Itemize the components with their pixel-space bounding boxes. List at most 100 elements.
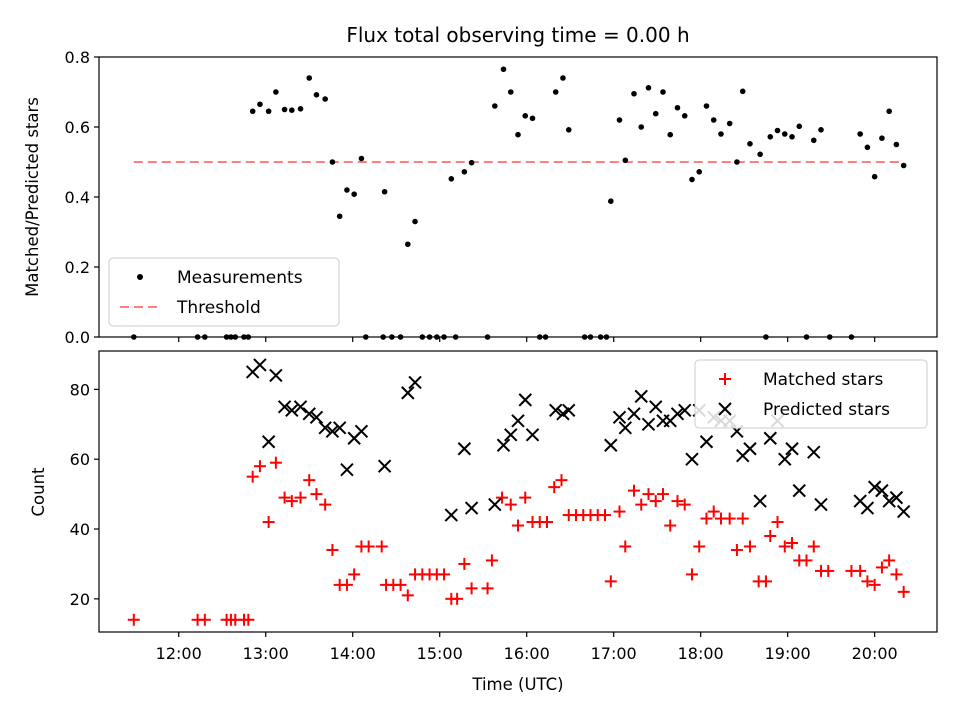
y-tick-label: 0.0 [65,328,90,347]
matched-star-point [861,575,874,588]
measurement-point [515,131,521,138]
matched-star-point [198,613,211,626]
measurement-point [871,173,878,180]
measurement-point [674,104,681,111]
matched-star-point [685,568,698,581]
y-tick-label: 20 [70,590,90,609]
measurement-point [329,159,336,165]
x-axis-label: Time (UTC) [471,675,563,694]
top-series-marks [130,66,907,340]
matched-star-point [598,509,611,522]
measurement-point [818,127,824,133]
x-stroke-b [548,403,563,418]
matched-star-point [868,578,881,591]
measurement-point [492,103,498,109]
matched-star-point [642,488,655,501]
predicted-star-point [496,438,511,452]
matched-star-point [743,540,756,553]
predicted-star-point [807,445,821,459]
bottom-legend-box [694,359,928,429]
matched-star-point [438,568,451,581]
matched-star-point [786,536,799,549]
x-stroke-b [699,435,714,449]
matched-star-point [242,613,255,626]
matched-star-point [613,505,626,518]
predicted-star-point [562,403,576,418]
legend-measurements-marker [137,274,143,280]
y-tick-label: 40 [70,520,90,539]
predicted-star-point [785,442,799,456]
measurement-point [734,159,740,165]
x-stroke-b [678,403,692,418]
matched-star-point [540,516,553,529]
measurement-point [257,101,263,108]
measurement-point [560,75,566,81]
predicted-star-point [302,407,316,421]
predicted-star-point [634,389,648,404]
measurement-point [857,131,863,137]
x-stroke-b [293,400,308,414]
x-tick-label: 15:00 [417,644,463,663]
measurement-point [789,134,795,140]
x-tick-label: 17:00 [591,644,637,663]
measurement-point [864,144,871,151]
predicted-star-point [332,421,347,435]
measurement-point [774,127,781,134]
matched-star-point [627,484,640,497]
measurement-point [351,191,357,197]
matched-star-point [348,568,361,581]
measurement-point [412,218,418,225]
measurement-point [739,88,746,95]
x-stroke-b [860,501,875,515]
matched-star-point [285,495,298,508]
matched-star-point [778,540,791,553]
y-tick-label: 0.2 [65,258,90,277]
measurement-point [710,117,717,123]
bottom-legend: Matched stars Predicted stars [694,359,928,429]
y-tick-label: 0.4 [65,188,90,207]
matched-star-point [519,491,532,504]
matched-star-point [730,543,743,556]
measurement-point [322,96,328,102]
measurement-point [638,124,645,130]
predicted-star-point [618,421,632,435]
measurement-point [696,169,703,175]
predicted-star-point [814,497,828,512]
x-tick-label: 14:00 [330,644,376,663]
predicted-star-point [261,435,276,449]
predicted-star-point [277,400,292,414]
matched-star-point [512,519,524,532]
x-stroke-b [867,480,882,494]
x-stroke-b [618,421,632,435]
measurement-point [689,176,695,183]
x-tick-label: 19:00 [765,644,811,663]
matched-star-point [269,456,282,469]
matched-star-point [875,561,888,574]
x-stroke-b [634,389,648,404]
predicted-star-point [511,414,525,428]
x-stroke-b [785,442,799,456]
predicted-star-point [318,421,332,435]
predicted-star-point [504,428,518,442]
matched-star-point [310,488,323,501]
measurement-point [281,106,288,113]
x-stroke-b [641,417,656,432]
matched-star-point [496,491,509,504]
x-stroke-b [807,445,821,459]
matched-star-point [897,585,910,598]
x-stroke-b [778,452,792,466]
x-stroke-b [325,424,340,438]
x-stroke-b [670,407,685,421]
matched-star-point [619,540,632,553]
measurement-point [461,169,468,175]
predicted-star-point [889,490,904,505]
x-stroke-b [562,403,576,418]
matched-star-point [664,519,677,532]
matched-star-point [854,564,867,577]
x-stroke-b [253,358,267,372]
predicted-star-point [699,435,714,449]
predicted-star-point [464,501,479,515]
predicted-star-point [444,508,459,522]
predicted-star-point [612,410,627,425]
x-stroke-b [340,462,354,477]
